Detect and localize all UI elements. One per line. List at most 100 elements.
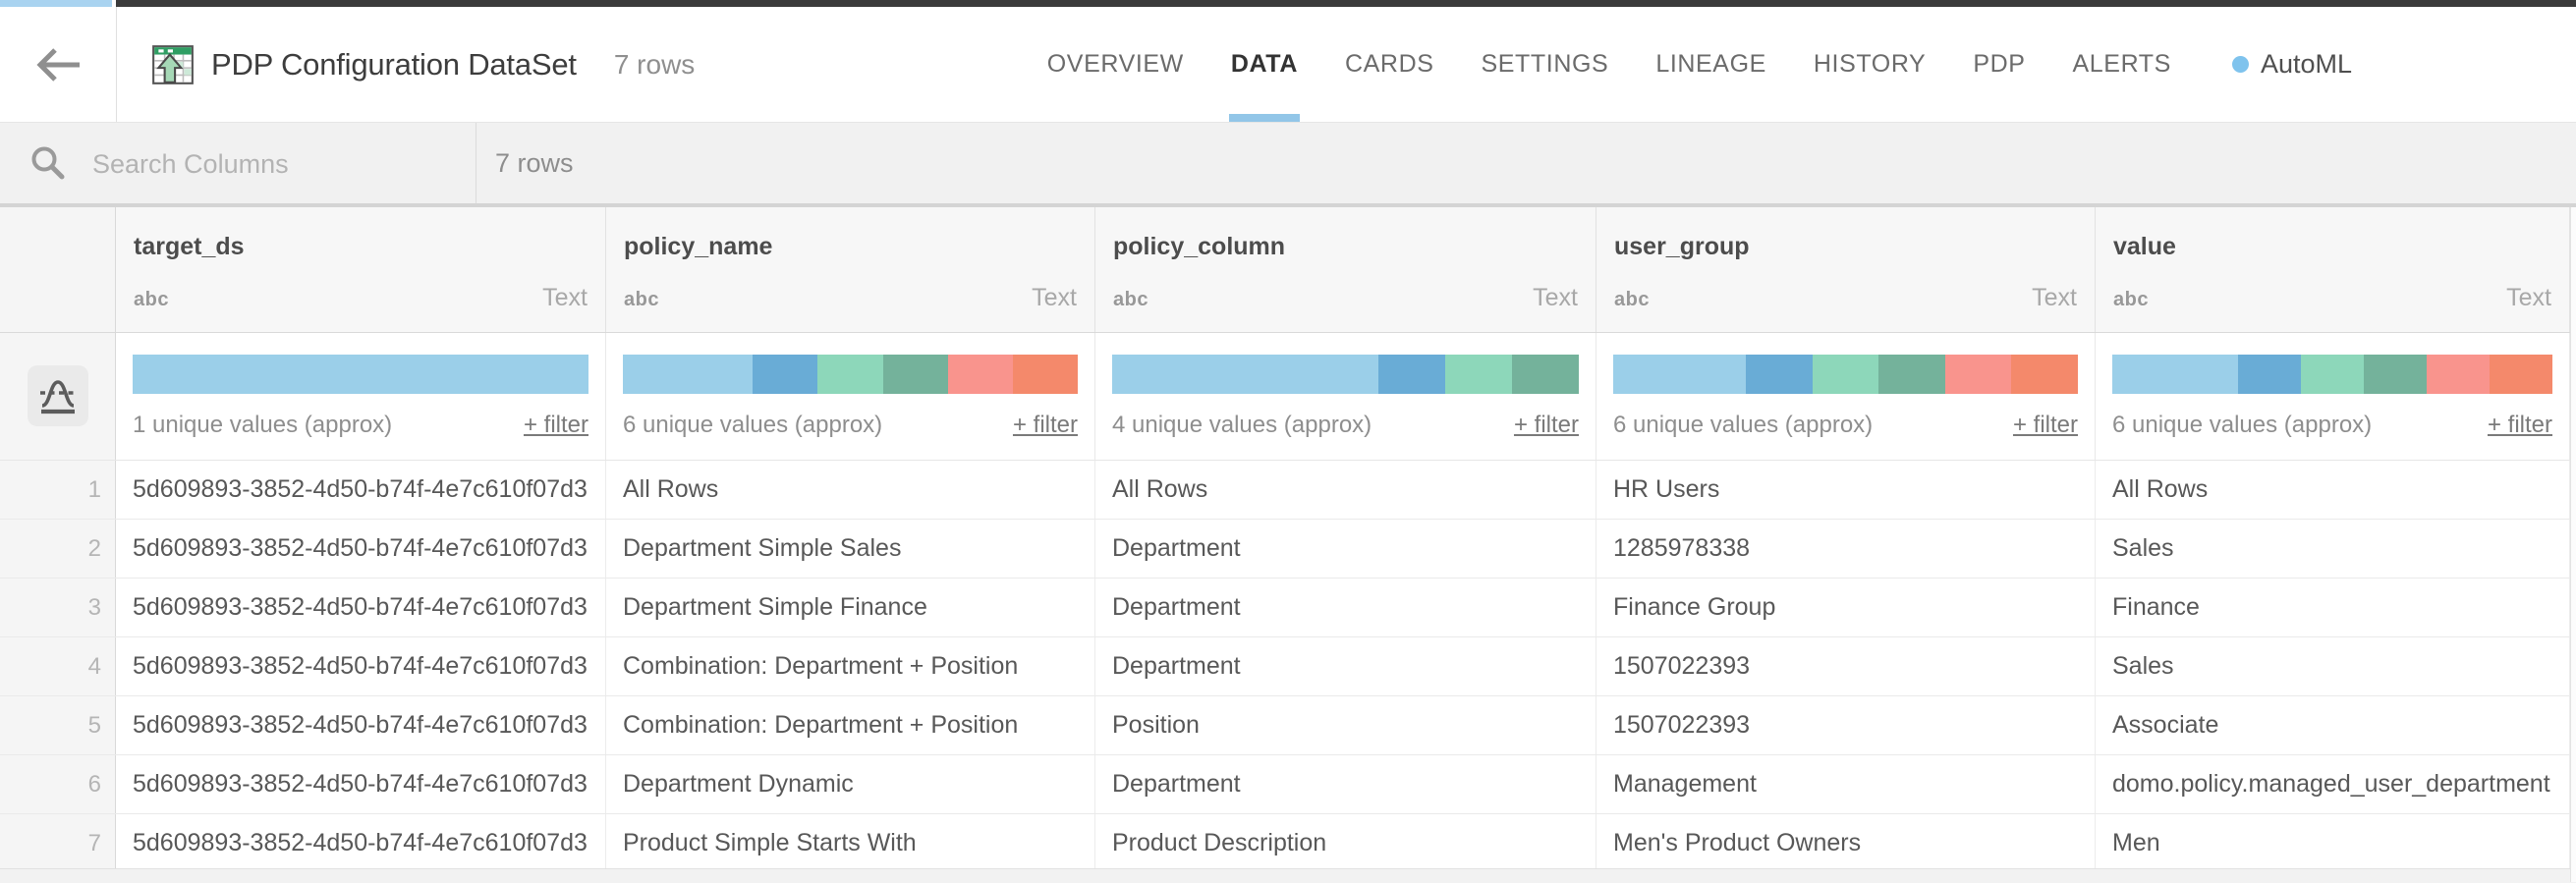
column-name: value: [2113, 233, 2176, 260]
cell-target_ds: 5d609893-3852-4d50-b74f-4e7c610f07d3: [116, 579, 606, 636]
cell-policy_column: Department: [1095, 637, 1596, 695]
dataset-icon: [152, 44, 194, 84]
tab-data[interactable]: DATA: [1228, 7, 1301, 122]
cell-policy_column: Department: [1095, 579, 1596, 636]
column-header-target_ds[interactable]: target_ds abc Text: [116, 207, 606, 332]
add-filter-link[interactable]: + filter: [1012, 412, 1078, 438]
unique-values-label: 4 unique values (approx): [1112, 412, 1372, 438]
column-type-label: Text: [1533, 284, 1578, 311]
tab-history[interactable]: HISTORY: [1813, 50, 1927, 78]
toolbar-row-count: 7 rows: [495, 147, 574, 178]
column-header-policy_column[interactable]: policy_column abc Text: [1095, 207, 1596, 332]
column-header-user_group[interactable]: user_group abc Text: [1596, 207, 2096, 332]
histogram-segment: [1812, 355, 1879, 394]
automl-toggle[interactable]: AutoML: [2231, 49, 2352, 80]
cell-value: domo.policy.managed_user_department: [2096, 755, 2570, 813]
cell-user_group: Management: [1596, 755, 2096, 813]
text-type-icon: abc: [624, 289, 659, 310]
cell-user_group: 1507022393: [1596, 696, 2096, 754]
cell-target_ds: 5d609893-3852-4d50-b74f-4e7c610f07d3: [116, 637, 606, 695]
window-top-edge-blue: [0, 0, 112, 7]
distribution-toggle-button[interactable]: [28, 365, 88, 426]
add-filter-link[interactable]: + filter: [2012, 412, 2078, 438]
tab-pdp[interactable]: PDP: [1973, 50, 2026, 78]
title-group: PDP Configuration DataSet 7 rows: [150, 7, 695, 122]
cell-value: Men: [2096, 814, 2570, 872]
histogram-row: 1 unique values (approx) + filter 6 uniq…: [0, 333, 2570, 461]
cell-policy_name: Product Simple Starts With: [606, 814, 1095, 872]
cell-target_ds: 5d609893-3852-4d50-b74f-4e7c610f07d3: [116, 461, 606, 519]
page-title: PDP Configuration DataSet: [211, 46, 577, 82]
tab-overview[interactable]: OVERVIEW: [1046, 50, 1184, 78]
histogram-segment: [2427, 355, 2490, 394]
cell-target_ds: 5d609893-3852-4d50-b74f-4e7c610f07d3: [116, 520, 606, 578]
header-row-count: 7 rows: [613, 48, 696, 80]
column-name: policy_name: [624, 233, 773, 260]
histogram-segment: [1944, 355, 2012, 394]
search-columns-input[interactable]: [90, 123, 468, 205]
column-name: target_ds: [134, 233, 245, 260]
histogram-segment: [817, 355, 883, 394]
cell-target_ds: 5d609893-3852-4d50-b74f-4e7c610f07d3: [116, 696, 606, 754]
cell-user_group: HR Users: [1596, 461, 2096, 519]
histogram-bar[interactable]: [1613, 355, 2079, 394]
tab-lineage[interactable]: LINEAGE: [1655, 50, 1766, 78]
tab-cards[interactable]: CARDS: [1344, 50, 1434, 78]
tab-alerts[interactable]: ALERTS: [2072, 50, 2171, 78]
histogram-segment: [1112, 355, 1379, 394]
histogram-segment: [2490, 355, 2552, 394]
histogram-bar[interactable]: [133, 355, 588, 394]
unique-values-label: 6 unique values (approx): [623, 412, 883, 438]
cell-policy_column: Position: [1095, 696, 1596, 754]
histogram-segment: [882, 355, 948, 394]
histogram-segment: [623, 355, 754, 394]
histogram-segment: [1012, 355, 1078, 394]
histogram-bar[interactable]: [623, 355, 1078, 394]
row-number: 6: [0, 755, 116, 813]
row-number: 3: [0, 579, 116, 636]
add-filter-link[interactable]: + filter: [2487, 412, 2552, 438]
cell-policy_column: Product Description: [1095, 814, 1596, 872]
histogram-bar[interactable]: [1112, 355, 1579, 394]
horizontal-scrollbar-track[interactable]: [0, 868, 2576, 883]
cell-policy_column: All Rows: [1095, 461, 1596, 519]
histogram-segment: [2301, 355, 2364, 394]
table-row: 5 5d609893-3852-4d50-b74f-4e7c610f07d3 C…: [0, 696, 2570, 755]
cell-policy_name: Department Dynamic: [606, 755, 1095, 813]
column-header-policy_name[interactable]: policy_name abc Text: [606, 207, 1095, 332]
unique-values-label: 6 unique values (approx): [1613, 412, 1874, 438]
cell-target_ds: 5d609893-3852-4d50-b74f-4e7c610f07d3: [116, 755, 606, 813]
text-type-icon: abc: [2113, 289, 2149, 310]
histogram-segment: [1378, 355, 1446, 394]
histogram-segment: [2364, 355, 2427, 394]
automl-label: AutoML: [2260, 49, 2352, 79]
table-row: 2 5d609893-3852-4d50-b74f-4e7c610f07d3 D…: [0, 520, 2570, 579]
cell-user_group: Finance Group: [1596, 579, 2096, 636]
back-cell: [0, 7, 117, 122]
cell-policy_column: Department: [1095, 755, 1596, 813]
histogram-segment: [2238, 355, 2301, 394]
column-type-label: Text: [2506, 284, 2551, 311]
column-name: policy_column: [1113, 233, 1286, 260]
vertical-scrollbar-track[interactable]: [2570, 207, 2576, 882]
text-type-icon: abc: [134, 289, 169, 310]
add-filter-link[interactable]: + filter: [523, 412, 588, 438]
column-header-row: target_ds abc Text policy_name abc Text po…: [0, 207, 2570, 333]
histogram-segment: [947, 355, 1013, 394]
column-header-value[interactable]: value abc Text: [2096, 207, 2570, 332]
histogram-bar[interactable]: [2112, 355, 2552, 394]
text-type-icon: abc: [1614, 289, 1650, 310]
table-row: 3 5d609893-3852-4d50-b74f-4e7c610f07d3 D…: [0, 579, 2570, 637]
back-button[interactable]: [32, 45, 84, 84]
automl-dot-icon: [2231, 56, 2249, 73]
tab-settings[interactable]: SETTINGS: [1481, 50, 1609, 78]
add-filter-link[interactable]: + filter: [1513, 412, 1579, 438]
table-row: 4 5d609893-3852-4d50-b74f-4e7c610f07d3 C…: [0, 637, 2570, 696]
histogram-segment: [1746, 355, 1813, 394]
row-number: 1: [0, 461, 116, 519]
histogram-cell-value: 6 unique values (approx) + filter: [2096, 333, 2570, 460]
row-number: 7: [0, 814, 116, 872]
histogram-cell-target_ds: 1 unique values (approx) + filter: [116, 333, 606, 460]
dataset-header: PDP Configuration DataSet 7 rows OVERVIE…: [0, 7, 2576, 123]
histogram-segment: [2112, 355, 2238, 394]
